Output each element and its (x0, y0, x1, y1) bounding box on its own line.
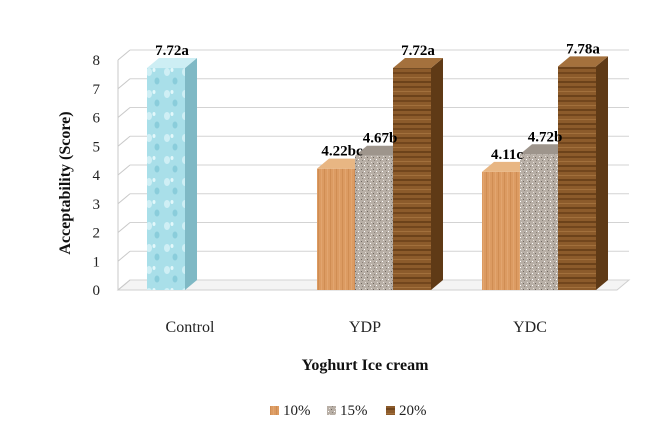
legend-swatch (270, 406, 279, 415)
bars (147, 56, 608, 291)
legend-swatch (386, 406, 395, 415)
legend-swatch (327, 406, 336, 415)
y-tick-label: 4 (93, 168, 101, 184)
y-tick-label: 6 (93, 111, 101, 127)
bar-ydp-2-front (393, 68, 431, 290)
bar-ydp-0-front (317, 168, 355, 290)
bar-ydc-0-top (482, 161, 532, 172)
x-category-label: YDP (349, 319, 381, 336)
gridline-depth (117, 250, 131, 262)
gridline-depth (117, 193, 131, 205)
gridline-depth (117, 164, 131, 176)
bar-ydp-0-top (317, 158, 367, 169)
bar-ydp-2-side (431, 58, 443, 290)
bar-control (147, 58, 197, 290)
bar-ydp-2-top (393, 58, 443, 69)
bar-ydc-0-front (482, 171, 520, 290)
y-tick-label: 8 (93, 53, 101, 69)
y-axis-title: Acceptability (Score) (57, 111, 74, 254)
legend-item: 15% (327, 403, 368, 419)
legend-item: 10% (270, 403, 311, 419)
bar-ydc-2 (558, 56, 608, 291)
bar-control-front (147, 68, 185, 290)
legend-item: 20% (386, 403, 427, 419)
x-axis-categories: Control YDP YDC (166, 319, 547, 336)
data-label: 7.72a (155, 43, 189, 59)
bar-ydp-1-front (355, 155, 393, 290)
y-axis-ticks: 0 1 2 3 4 5 6 7 8 (93, 53, 101, 299)
y-tick-label: 3 (93, 197, 101, 213)
data-label: 4.72b (528, 129, 563, 145)
data-label: 7.78a (566, 41, 600, 57)
bar-ydc-2-front (558, 66, 596, 290)
bar-ydp-1-top (355, 145, 405, 156)
gridline-depth (117, 135, 131, 147)
y-tick-label: 5 (93, 139, 101, 155)
bar-ydc-2-side (596, 56, 608, 291)
legend-label: 15% (340, 403, 368, 419)
bar-ydc-2-top (558, 56, 608, 67)
x-axis-title: Yoghurt Ice cream (302, 357, 429, 374)
bar-control-top (147, 58, 197, 69)
data-label: 4.67b (363, 131, 398, 147)
data-label: 4.22bc (321, 144, 363, 160)
bar-control-side (185, 58, 197, 290)
gridline-depth (117, 222, 131, 233)
y-tick-label: 0 (93, 283, 101, 299)
data-label: 7.72a (401, 43, 435, 59)
bar-ydc-1-top (520, 144, 570, 155)
gridline-depth (117, 78, 131, 90)
gridline-depth (117, 279, 131, 291)
gridline-depth (117, 107, 131, 118)
x-category-label: Control (166, 319, 215, 336)
legend-label: 10% (283, 403, 311, 419)
data-label: 4.11c (491, 147, 523, 163)
y-tick-label: 7 (93, 82, 101, 98)
bar-ydc-1-front (520, 154, 558, 290)
bar-ydp-2 (393, 58, 443, 290)
y-tick-label: 2 (93, 226, 101, 242)
y-tick-label: 1 (93, 254, 101, 270)
x-category-label: YDC (513, 319, 547, 336)
gridline-depth (117, 49, 131, 61)
legend-label: 20% (399, 403, 427, 419)
legend: 10% 15% 20% (270, 403, 427, 419)
